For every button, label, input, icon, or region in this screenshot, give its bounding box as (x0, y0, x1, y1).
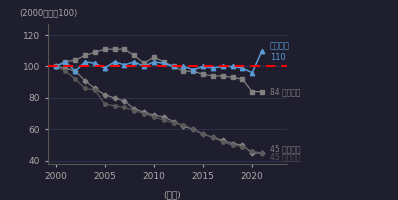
Text: 110: 110 (270, 53, 286, 62)
Text: 84 業務部門: 84 業務部門 (270, 87, 300, 96)
Text: 45 産業部門: 45 産業部門 (270, 152, 300, 161)
Text: 45 運輸部門: 45 運輸部門 (270, 145, 300, 154)
Text: (年度): (年度) (163, 191, 181, 200)
Text: 家庭部門: 家庭部門 (270, 42, 290, 51)
Text: (2000年度＝100): (2000年度＝100) (19, 8, 77, 17)
